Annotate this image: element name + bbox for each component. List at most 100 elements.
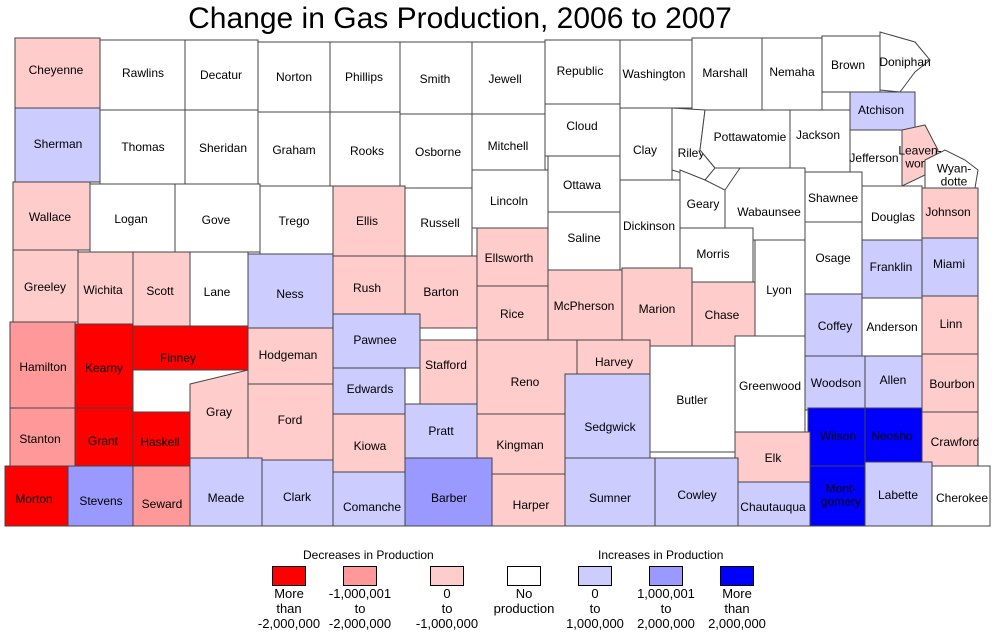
county-label-norton: Norton [276,70,312,84]
county-label-clark: Clark [283,490,312,504]
county-label-wabaunsee: Wabaunsee [737,205,801,219]
legend-swatch-inc-small [578,566,612,586]
county-label-thomas: Thomas [121,140,164,154]
county-label-rush: Rush [353,281,381,295]
county-label-rooks: Rooks [350,144,384,158]
county-sedgwick [564,373,651,459]
county-label-miami: Miami [933,257,965,271]
county-stafford [419,339,478,405]
county-label-seward: Seward [142,497,183,511]
county-label-harvey: Harvey [595,355,633,369]
county-label-lane: Lane [204,285,231,299]
county-label-logan: Logan [114,212,147,226]
county-label-sedgwick: Sedgwick [584,420,636,434]
kansas-county-map: Cheyenne Rawlins Decatur Norton Phillips Smit… [4,31,991,527]
county-label-jefferson: Jefferson [849,151,898,165]
county-label-kearny: Kearny [85,361,123,375]
county-label-graham: Graham [272,143,315,157]
county-label-osage: Osage [815,251,851,265]
county-label-greeley: Greeley [24,280,66,294]
county-label-stevens: Stevens [79,494,122,508]
county-label-ellis: Ellis [356,214,378,228]
county-label-bourbon: Bourbon [929,377,974,391]
county-label-finney: Finney [160,351,196,365]
county-label-sumner: Sumner [589,491,631,505]
county-label-greenwood: Greenwood [739,379,801,393]
county-label-sheridan: Sheridan [199,141,247,155]
county-label-comanche: Comanche [343,500,401,514]
county-label-allen: Allen [880,373,907,387]
legend-label-inc-large: More than 2,000,000 [708,586,766,631]
county-label-franklin: Franklin [870,260,913,274]
county-label-pottawatomie: Pottawatomie [714,130,787,144]
county-label-chautauqua: Chautauqua [740,500,806,514]
legend-swatch-dec-small [430,566,464,586]
county-label-chase: Chase [705,308,740,322]
county-label-morris: Morris [696,247,729,261]
county-label-anderson: Anderson [866,320,917,334]
county-label-atchison: Atchison [858,103,904,117]
county-label-jewell: Jewell [488,72,521,86]
county-label-phillips: Phillips [345,70,383,84]
county-label-kingman: Kingman [496,438,543,452]
county-label-haskell: Haskell [140,435,179,449]
legend-label-dec-large: More than -2,000,000 [257,586,321,631]
county-label-nemaha: Nemaha [769,65,815,79]
county-label-meade: Meade [208,491,245,505]
county-cherokee [931,465,991,527]
county-label-marshall: Marshall [702,66,747,80]
county-label-scott: Scott [146,284,174,298]
county-label-crawford: Crawford [931,435,980,449]
county-label-kiowa: Kiowa [354,439,387,453]
county-label-barber: Barber [431,491,467,505]
map-title: Change in Gas Production, 2006 to 2007 [188,2,732,35]
county-label-cloud: Cloud [566,119,597,133]
legend-label-inc-mid: 1,000,001 to 2,000,000 [637,586,695,631]
legend-swatch-inc-mid [649,566,683,586]
county-doniphan [879,31,931,93]
legend-label-none: No production [493,586,555,616]
county-label-dickinson: Dickinson [623,219,675,233]
county-label-morton: Morton [15,492,52,506]
county-label-cheyenne: Cheyenne [29,63,84,77]
county-label-mcpherson: McPherson [554,299,615,313]
county-label-ford: Ford [278,413,303,427]
county-label-wilson: Wilson [820,429,856,443]
county-label-brown: Brown [831,58,865,72]
county-label-smith: Smith [420,72,451,86]
county-label-republic: Republic [557,64,604,78]
county-label-wallace: Wallace [29,210,72,224]
county-label-rawlins: Rawlins [122,66,164,80]
county-label-clay: Clay [633,143,657,157]
county-label-saline: Saline [567,231,601,245]
county-label-decatur: Decatur [200,68,242,82]
county-label-ness: Ness [276,287,303,301]
county-label-gray: Gray [206,405,232,419]
county-seward [132,465,191,527]
county-label-pawnee: Pawnee [353,333,397,347]
county-label-washington: Washington [623,67,686,81]
county-label-jackson: Jackson [796,128,840,142]
county-label-woodson: Woodson [811,376,861,390]
county-label-mitchell: Mitchell [488,139,529,153]
legend-swatch-dec-large [272,566,306,586]
county-label-ellsworth: Ellsworth [485,251,534,265]
county-label-stafford: Stafford [425,358,467,372]
legend-decreases-title: Decreases in Production [303,548,434,562]
county-label-wichita: Wichita [83,283,123,297]
county-label-lyon: Lyon [766,283,792,297]
county-label-gove: Gove [202,213,231,227]
county-label-montgomery: Mont-gomery [821,482,861,509]
legend-label-dec-mid: -1,000,001 to -2,000,000 [328,586,392,631]
county-label-wyandotte: Wyan-dotte [937,162,972,189]
county-label-labette: Labette [878,488,918,502]
county-label-hodgeman: Hodgeman [259,348,318,362]
legend-swatch-inc-large [720,566,754,586]
county-label-russell: Russell [420,216,459,230]
county-label-elk: Elk [765,451,783,465]
county-label-hamilton: Hamilton [19,360,66,374]
legend-swatch-dec-mid [343,566,377,586]
county-label-coffey: Coffey [818,319,852,333]
county-label-sherman: Sherman [34,137,83,151]
county-label-barton: Barton [423,285,458,299]
